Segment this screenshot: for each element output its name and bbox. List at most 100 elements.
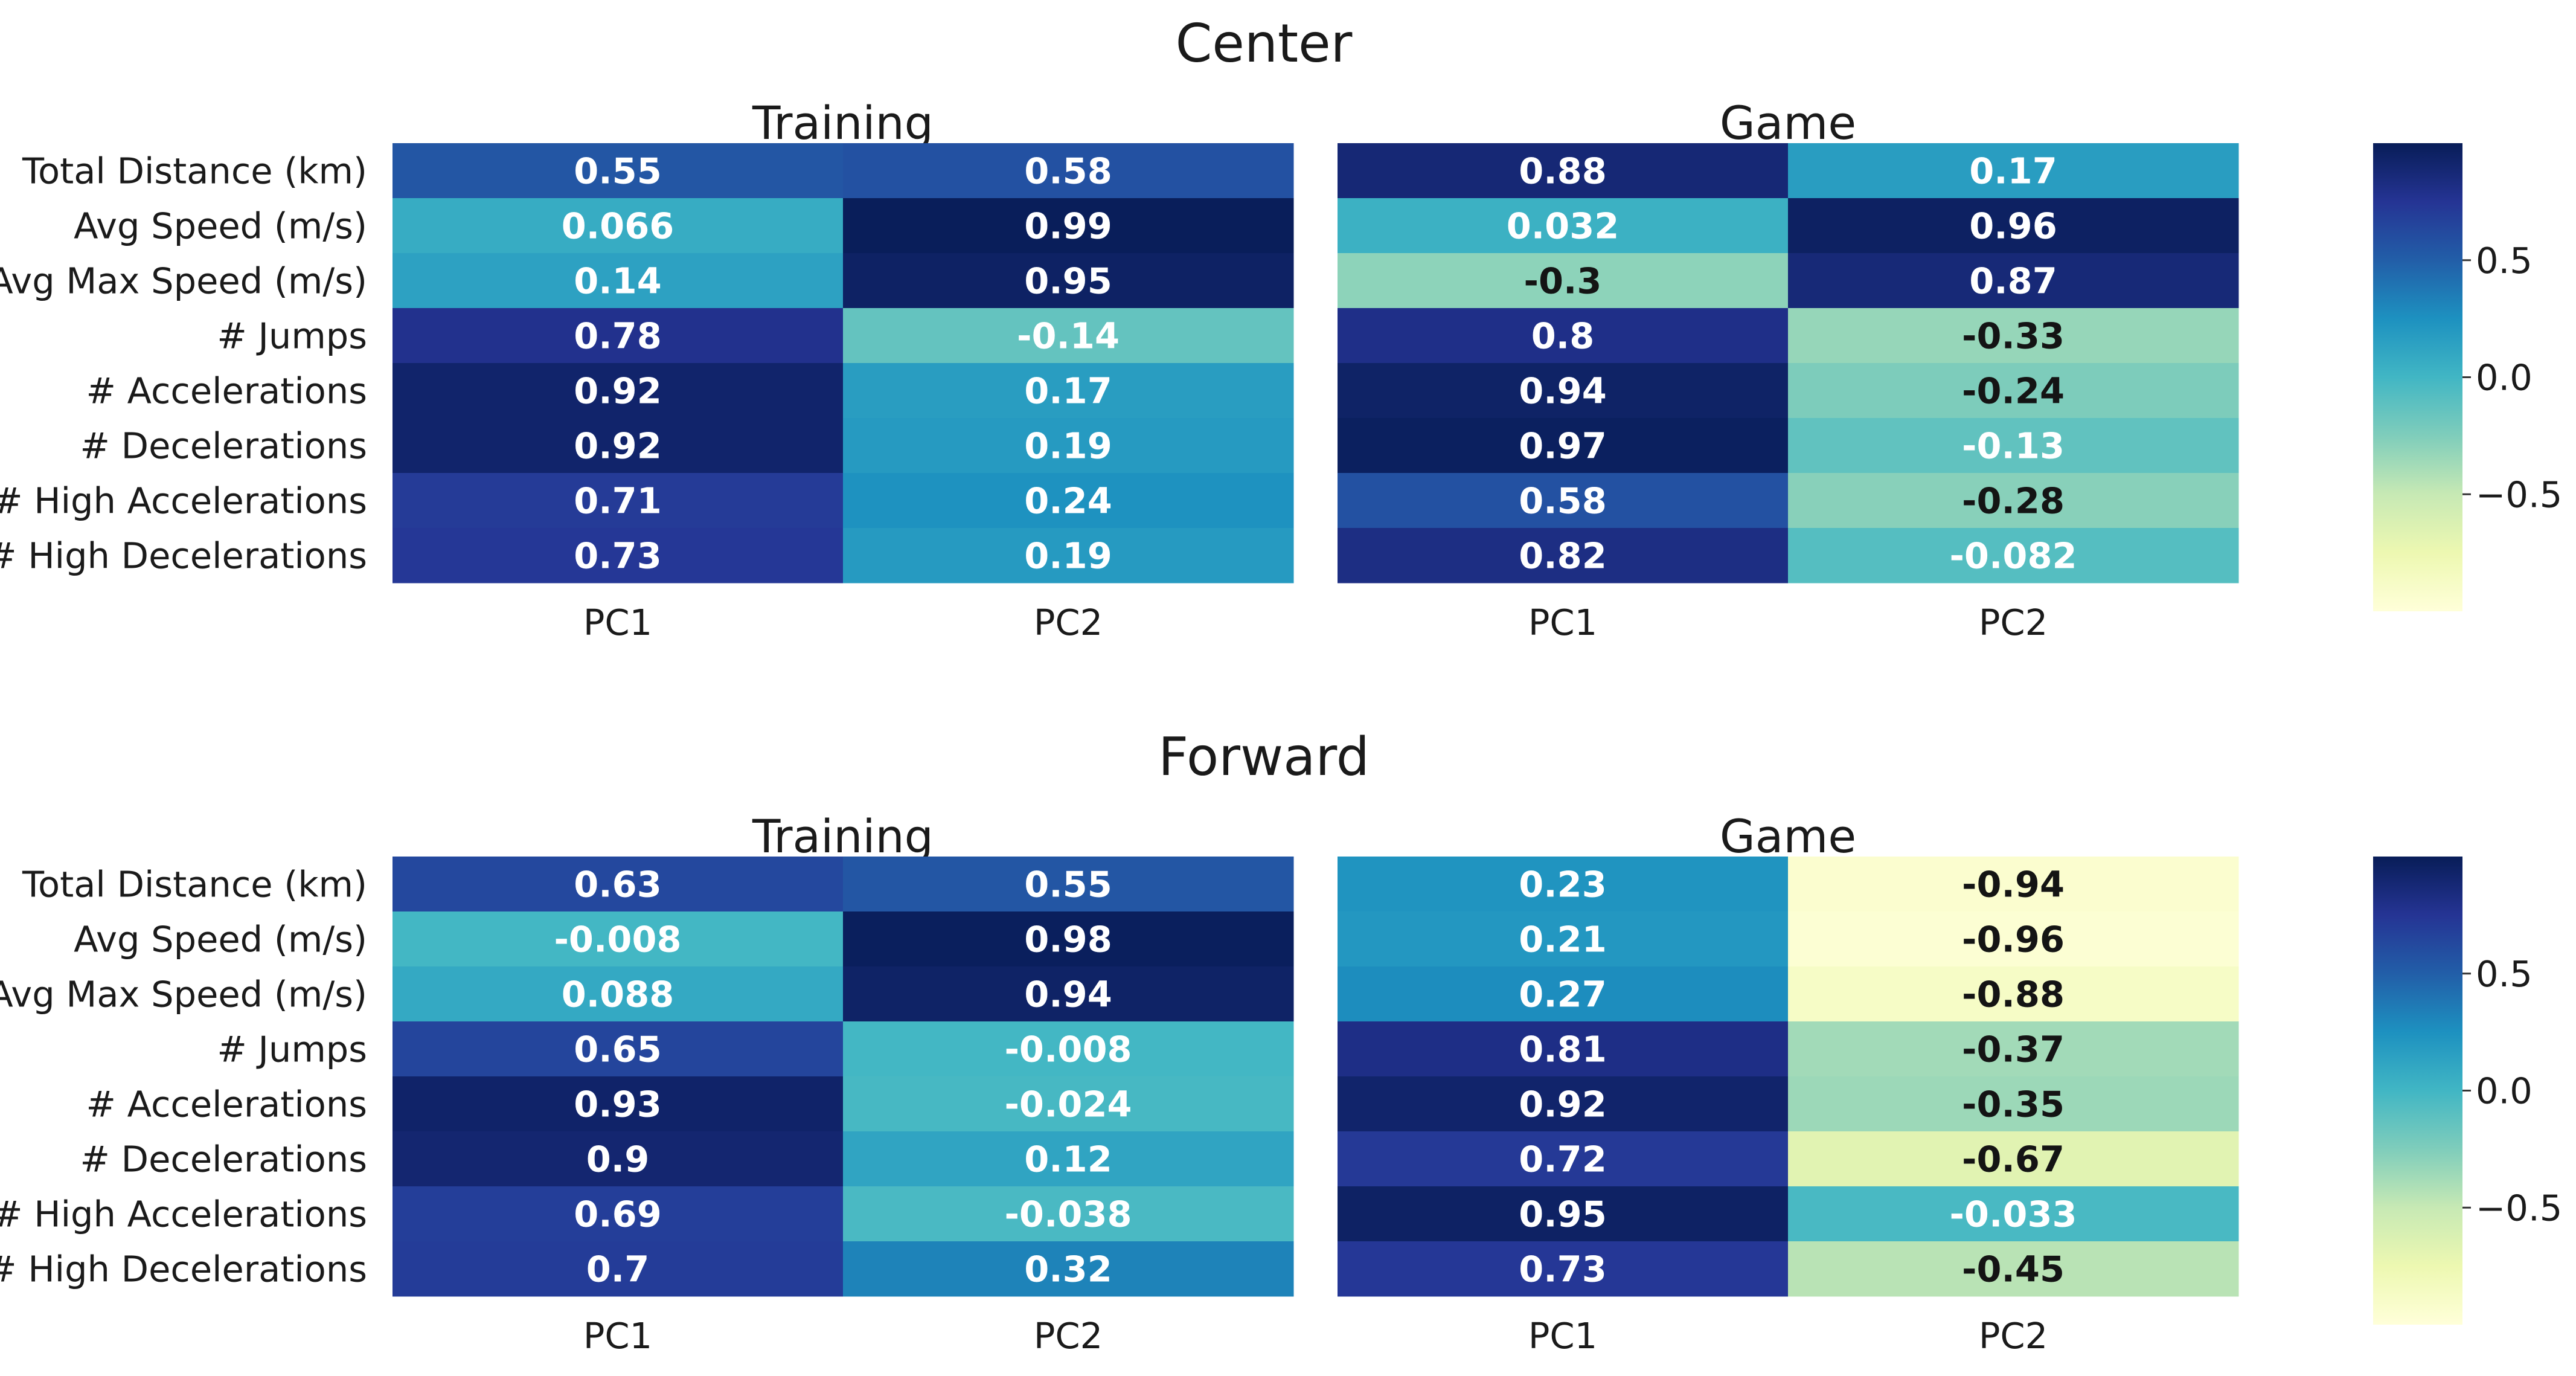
cell-value-label: -0.038 [1004,1194,1132,1235]
cell-value-label: 0.73 [1519,1249,1607,1290]
heatmap-cell [1788,857,2239,912]
heatmap-cell [843,528,1294,584]
heatmap-cell [392,198,844,254]
heatmap-cell [1338,308,1789,364]
cell-value-label: 0.032 [1507,205,1620,247]
cell-value-label: 0.32 [1024,1249,1112,1290]
panel-title: Game [1720,809,1856,863]
heatmap-cell [1338,1241,1789,1297]
cell-value-label: 0.92 [574,425,662,467]
heatmap-cell [1788,308,2239,364]
heatmap-cell [392,1076,844,1132]
column-label: PC2 [1979,602,2048,643]
cell-value-label: 0.95 [1519,1194,1607,1235]
row-label: Total Distance (km) [22,864,367,905]
colorbar-tick-label: 0.0 [2476,1070,2533,1112]
cell-value-label: 0.58 [1024,150,1112,192]
row-label: # High Decelerations [0,535,367,577]
cell-value-label: -0.082 [1949,535,2077,577]
heatmap-cell [1338,418,1789,474]
heatmap-cell [1338,253,1789,309]
heatmap-cell [1788,528,2239,584]
heatmap-cell [843,857,1294,912]
cell-value-label: 0.21 [1519,919,1607,960]
row-label: Avg Max Speed (m/s) [0,974,367,1015]
cell-value-label: -0.033 [1949,1194,2077,1235]
heatmap-cell [1338,1131,1789,1187]
heatmap-cell [392,363,844,419]
heatmap-cell [1338,143,1789,199]
heatmap-cell [1338,528,1789,584]
row-label: Avg Speed (m/s) [74,919,367,960]
cell-value-label: 0.82 [1519,535,1607,577]
cell-value-label: 0.8 [1531,315,1595,357]
cell-value-label: 0.92 [1519,1084,1607,1125]
heatmap-cell [843,1021,1294,1077]
cell-value-label: -0.35 [1962,1084,2065,1125]
panel-title: Training [752,809,934,863]
row-label: # High Accelerations [0,1194,367,1235]
column-label: PC1 [1528,602,1597,643]
group-title: Center [1176,13,1353,74]
cell-value-label: 0.94 [1519,370,1607,412]
heatmap-cell [1338,857,1789,912]
colorbar-tick-label: 0.0 [2476,357,2533,399]
heatmap-cell [1338,363,1789,419]
heatmap-cell [843,1131,1294,1187]
heatmap-cell [1788,418,2239,474]
cell-value-label: 0.87 [1969,260,2057,302]
row-label: Avg Speed (m/s) [74,205,367,247]
group-forward: Forward Total Distance (km) Avg Speed (m/s… [0,726,2562,1357]
heatmap-cell [843,308,1294,364]
heatmap-cell [843,253,1294,309]
cell-value-label: -0.14 [1017,315,1120,357]
heatmap-cell [843,1186,1294,1242]
cell-value-label: -0.37 [1962,1029,2065,1070]
cell-value-label: -0.24 [1962,370,2065,412]
panel-game: Game 0.88 0.17 0.032 0.96 -0.3 0.87 0.8 -0.33 0.9… [1338,96,2239,643]
row-label: # Jumps [217,1029,367,1070]
cell-value-label: 0.81 [1519,1029,1607,1070]
heatmap-cell [1788,143,2239,199]
heatmap-cell [843,143,1294,199]
cell-value-label: 0.17 [1024,370,1112,412]
colorbar-tick-label: 0.5 [2476,240,2533,281]
cell-value-label: 0.7 [586,1249,650,1290]
heatmap-cell [1788,473,2239,529]
panel-title: Game [1720,96,1856,150]
cell-value-label: -0.024 [1004,1084,1132,1125]
row-label: # Decelerations [80,1139,367,1180]
heatmap-cell [1338,198,1789,254]
heatmap-cell [1788,253,2239,309]
heatmap-cell [843,473,1294,529]
row-label: # High Accelerations [0,480,367,522]
cell-value-label: 0.55 [574,150,662,192]
colorbar-gradient [2373,143,2462,611]
heatmap-cell [392,308,844,364]
colorbar-gradient [2373,857,2462,1325]
row-label: # Accelerations [86,1084,367,1125]
heatmap-cell [1788,1131,2239,1187]
cell-value-label: 0.24 [1024,480,1112,522]
cell-value-label: 0.58 [1519,480,1607,522]
heatmap-cell [1338,1076,1789,1132]
heatmap-cell [392,473,844,529]
heatmap-cell [1788,966,2239,1022]
heatmap-cell [1338,473,1789,529]
cell-value-label: 0.94 [1024,974,1112,1015]
cell-value-label: -0.008 [1004,1029,1132,1070]
heatmap-cell [392,1241,844,1297]
heatmap-cell [392,1186,844,1242]
cell-value-label: 0.78 [574,315,662,357]
cell-value-label: 0.95 [1024,260,1112,302]
heatmap-cell [1788,198,2239,254]
cell-value-label: -0.45 [1962,1249,2065,1290]
heatmap-cell [392,857,844,912]
panel-game: Game 0.23 -0.94 0.21 -0.96 0.27 -0.88 0.81 -0.37… [1338,809,2239,1357]
cell-value-label: 0.98 [1024,919,1112,960]
heatmap-cell [392,418,844,474]
heatmap-cell [1338,966,1789,1022]
panel-training: Training 0.55 0.58 0.066 0.99 0.14 0.95 0.78 -0.… [392,96,1294,643]
colorbar-tick-label: −0.5 [2476,474,2562,515]
